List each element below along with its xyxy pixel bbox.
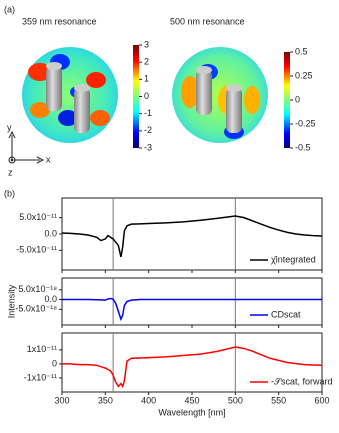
colorbar-tick-label: 0.5 bbox=[295, 46, 308, 56]
field-map bbox=[172, 47, 268, 143]
y-axis-label: Intensity bbox=[6, 284, 16, 318]
colorbar-tick-label: -3 bbox=[144, 142, 152, 152]
x-tick-label: 400 bbox=[141, 395, 156, 405]
data-line bbox=[61, 215, 323, 258]
map-title: 500 nm resonance bbox=[170, 16, 245, 26]
colorbar-tick-label: -0.25 bbox=[295, 118, 316, 128]
colorbar bbox=[284, 52, 290, 148]
y-tick-label: -1x10⁻¹¹ bbox=[24, 372, 57, 382]
colorbar-tick-label: 3 bbox=[144, 39, 149, 49]
x-tick-label: 500 bbox=[228, 395, 243, 405]
legend-label: CDscat bbox=[271, 309, 301, 319]
y-tick-label: 5.0x10⁻¹¹ bbox=[19, 212, 57, 222]
colorbar-tick-label: 0.25 bbox=[295, 70, 313, 80]
data-line bbox=[62, 346, 323, 389]
y-tick-label: 5.0x10⁻¹⁸ bbox=[18, 284, 57, 294]
map-title: 359 nm resonance bbox=[22, 16, 97, 26]
colorbar-tick-label: -0.5 bbox=[295, 142, 311, 152]
x-tick-label: 550 bbox=[271, 395, 286, 405]
colorbar bbox=[133, 45, 139, 148]
colorbar-tick-label: 0 bbox=[144, 91, 149, 101]
x-axis-label: Wavelength [nm] bbox=[158, 407, 225, 417]
legend-label: χ̄integrated bbox=[271, 254, 316, 264]
x-tick-label: 350 bbox=[98, 395, 113, 405]
axes-triad bbox=[8, 130, 45, 164]
x-tick-label: 450 bbox=[184, 395, 199, 405]
colorbar-tick-label: 1 bbox=[144, 74, 149, 84]
x-tick-label: 300 bbox=[54, 395, 69, 405]
colorbar-tick-label: -2 bbox=[144, 125, 152, 135]
y-tick-label: -5.0x10⁻¹¹ bbox=[16, 245, 57, 255]
y-tick-label: 0.0 bbox=[44, 294, 57, 304]
panel-label: (b) bbox=[4, 188, 15, 198]
colorbar-tick-label: -1 bbox=[144, 108, 152, 118]
legend-label: -𝒮scat, forward bbox=[271, 376, 332, 386]
axis-label: y bbox=[7, 122, 12, 132]
axis-label: x bbox=[46, 154, 51, 164]
y-tick-label: 1x10⁻¹¹ bbox=[27, 344, 57, 354]
data-line bbox=[62, 297, 322, 322]
colorbar-tick-label: 0 bbox=[295, 94, 300, 104]
axis-label: z bbox=[8, 167, 13, 177]
colorbar-tick-label: 2 bbox=[144, 57, 149, 67]
x-tick-label: 600 bbox=[314, 395, 329, 405]
y-tick-label: -5.0x10⁻¹⁸ bbox=[15, 304, 57, 314]
panel-label: (a) bbox=[4, 4, 15, 14]
y-tick-label: 0.0 bbox=[44, 228, 57, 238]
y-tick-label: 0 bbox=[52, 358, 57, 368]
field-map bbox=[22, 47, 118, 143]
